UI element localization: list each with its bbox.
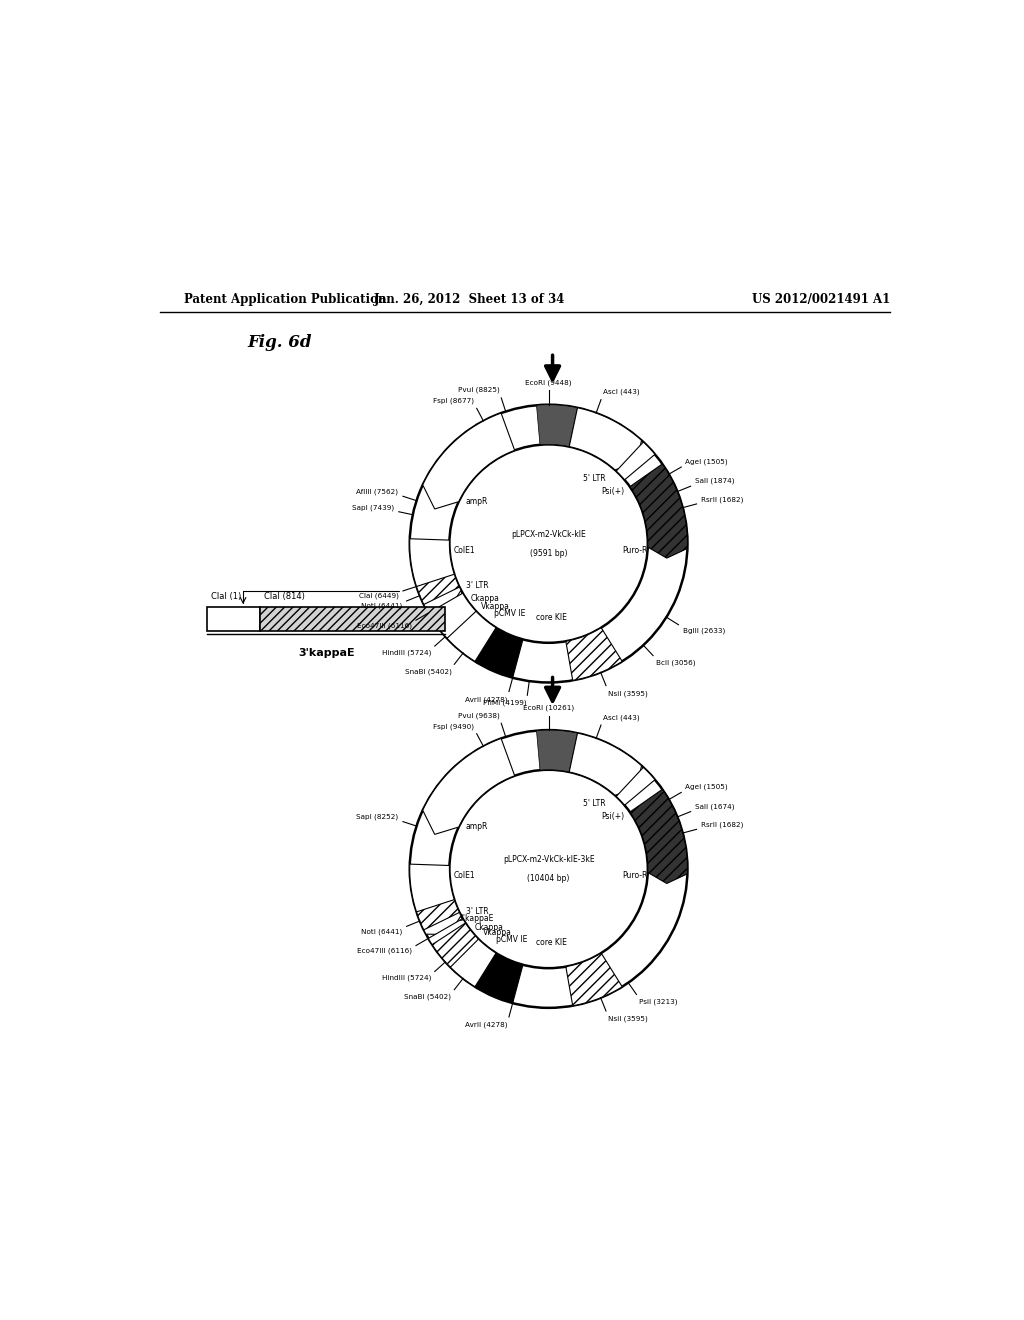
- Polygon shape: [566, 628, 623, 680]
- Polygon shape: [432, 923, 478, 968]
- Text: RsrII (1682): RsrII (1682): [701, 496, 743, 503]
- Text: Puro-R: Puro-R: [623, 871, 647, 880]
- Text: SnaBI (5402): SnaBI (5402): [404, 994, 452, 1001]
- Bar: [260, 607, 445, 631]
- Wedge shape: [410, 730, 687, 1008]
- Wedge shape: [410, 405, 687, 682]
- Polygon shape: [423, 738, 515, 834]
- Text: SnaBl (5402): SnaBl (5402): [404, 668, 452, 675]
- Text: FspI (9490): FspI (9490): [433, 723, 474, 730]
- Text: core KIE: core KIE: [536, 612, 566, 622]
- Text: ColE1: ColE1: [454, 545, 475, 554]
- Text: PsiI (3213): PsiI (3213): [639, 998, 678, 1005]
- Text: Vkappa: Vkappa: [483, 928, 512, 937]
- Text: Ckappa: Ckappa: [474, 923, 503, 932]
- Text: 3'kappaE: 3'kappaE: [298, 648, 354, 659]
- Text: SalI (1874): SalI (1874): [695, 478, 734, 484]
- Text: Eco47III (6116): Eco47III (6116): [356, 948, 412, 954]
- Text: AvrII (4278): AvrII (4278): [465, 696, 508, 702]
- Text: AvrII (4278): AvrII (4278): [465, 1022, 508, 1028]
- Text: AscI (443): AscI (443): [602, 388, 639, 395]
- Polygon shape: [566, 953, 623, 1006]
- Text: EcoRI (9448): EcoRI (9448): [525, 379, 571, 385]
- Text: FspI (8677): FspI (8677): [433, 397, 474, 404]
- Polygon shape: [417, 900, 460, 929]
- Text: HindIII (5724): HindIII (5724): [382, 974, 431, 981]
- Text: SapI (8252): SapI (8252): [356, 813, 398, 820]
- Text: 3' LTR: 3' LTR: [466, 907, 488, 916]
- Text: AgeI (1505): AgeI (1505): [685, 784, 728, 789]
- Polygon shape: [475, 953, 523, 1003]
- Text: 5' LTR: 5' LTR: [584, 474, 606, 483]
- Text: SapI (7439): SapI (7439): [352, 504, 394, 511]
- Text: NsiI (3595): NsiI (3595): [608, 690, 647, 697]
- Text: 3'kappaE: 3'kappaE: [459, 913, 494, 923]
- Text: ClaI (814): ClaI (814): [264, 591, 304, 601]
- Polygon shape: [616, 442, 655, 480]
- Text: (9591 bp): (9591 bp): [529, 549, 567, 557]
- Polygon shape: [616, 767, 655, 805]
- Text: Vkappa: Vkappa: [480, 602, 510, 611]
- Text: (10404 bp): (10404 bp): [527, 874, 569, 883]
- Polygon shape: [423, 413, 515, 510]
- Text: PvuI (8825): PvuI (8825): [458, 387, 500, 393]
- Polygon shape: [537, 730, 578, 772]
- Polygon shape: [475, 628, 523, 677]
- Text: BglII (2633): BglII (2633): [683, 627, 725, 634]
- Text: ColE1: ColE1: [454, 871, 475, 880]
- Text: NsiI (3595): NsiI (3595): [608, 1015, 647, 1022]
- Text: PvuI (9638): PvuI (9638): [458, 713, 500, 719]
- Polygon shape: [630, 789, 687, 883]
- Text: EcoRI (10261): EcoRI (10261): [523, 705, 574, 711]
- Text: Psi(+): Psi(+): [601, 487, 624, 496]
- Text: Ckappa: Ckappa: [470, 594, 500, 603]
- Text: BclI (3056): BclI (3056): [656, 659, 696, 665]
- Text: 5' LTR: 5' LTR: [584, 800, 606, 808]
- Text: Patent Application Publication: Patent Application Publication: [183, 293, 386, 306]
- Text: PflMI (4199): PflMI (4199): [483, 700, 526, 706]
- Text: core KIE: core KIE: [536, 939, 566, 948]
- Polygon shape: [410, 865, 461, 935]
- Text: pCMV IE: pCMV IE: [496, 935, 527, 944]
- Text: NotI (6441): NotI (6441): [360, 603, 402, 610]
- Text: ClaI (1): ClaI (1): [211, 591, 242, 601]
- Polygon shape: [569, 733, 642, 795]
- Text: Puro-R: Puro-R: [623, 545, 647, 554]
- Text: ampR: ampR: [466, 496, 488, 506]
- Text: Fig. 6d: Fig. 6d: [247, 334, 311, 351]
- Polygon shape: [569, 408, 642, 470]
- Text: Psi(+): Psi(+): [601, 812, 624, 821]
- Text: 3' LTR: 3' LTR: [466, 581, 488, 590]
- Polygon shape: [447, 611, 496, 661]
- Polygon shape: [537, 405, 578, 446]
- Text: RsrII (1682): RsrII (1682): [701, 821, 743, 828]
- Text: US 2012/0021491 A1: US 2012/0021491 A1: [752, 293, 890, 306]
- Text: ampR: ampR: [466, 822, 488, 832]
- Text: AgeI (1505): AgeI (1505): [685, 458, 728, 465]
- Text: HindIII (5724): HindIII (5724): [382, 649, 431, 656]
- Text: NotI (6441): NotI (6441): [360, 928, 402, 935]
- Bar: [207, 607, 260, 631]
- Text: pLPCX-m2-VkCk-kIE-3kE: pLPCX-m2-VkCk-kIE-3kE: [503, 855, 594, 865]
- Text: Eco47III (6116): Eco47III (6116): [356, 623, 412, 630]
- Polygon shape: [410, 539, 461, 609]
- Text: pCMV IE: pCMV IE: [495, 610, 525, 618]
- Polygon shape: [417, 574, 460, 605]
- Text: AflIII (7562): AflIII (7562): [356, 488, 398, 495]
- Polygon shape: [428, 593, 476, 639]
- Text: SalI (1674): SalI (1674): [695, 804, 734, 809]
- Polygon shape: [630, 463, 687, 558]
- Text: Jan. 26, 2012  Sheet 13 of 34: Jan. 26, 2012 Sheet 13 of 34: [374, 293, 565, 306]
- Text: AscI (443): AscI (443): [602, 714, 639, 721]
- Text: ClaI (6449): ClaI (6449): [358, 593, 398, 599]
- Text: pLPCX-m2-VkCk-kIE: pLPCX-m2-VkCk-kIE: [511, 529, 586, 539]
- Polygon shape: [447, 937, 496, 987]
- Polygon shape: [428, 919, 476, 964]
